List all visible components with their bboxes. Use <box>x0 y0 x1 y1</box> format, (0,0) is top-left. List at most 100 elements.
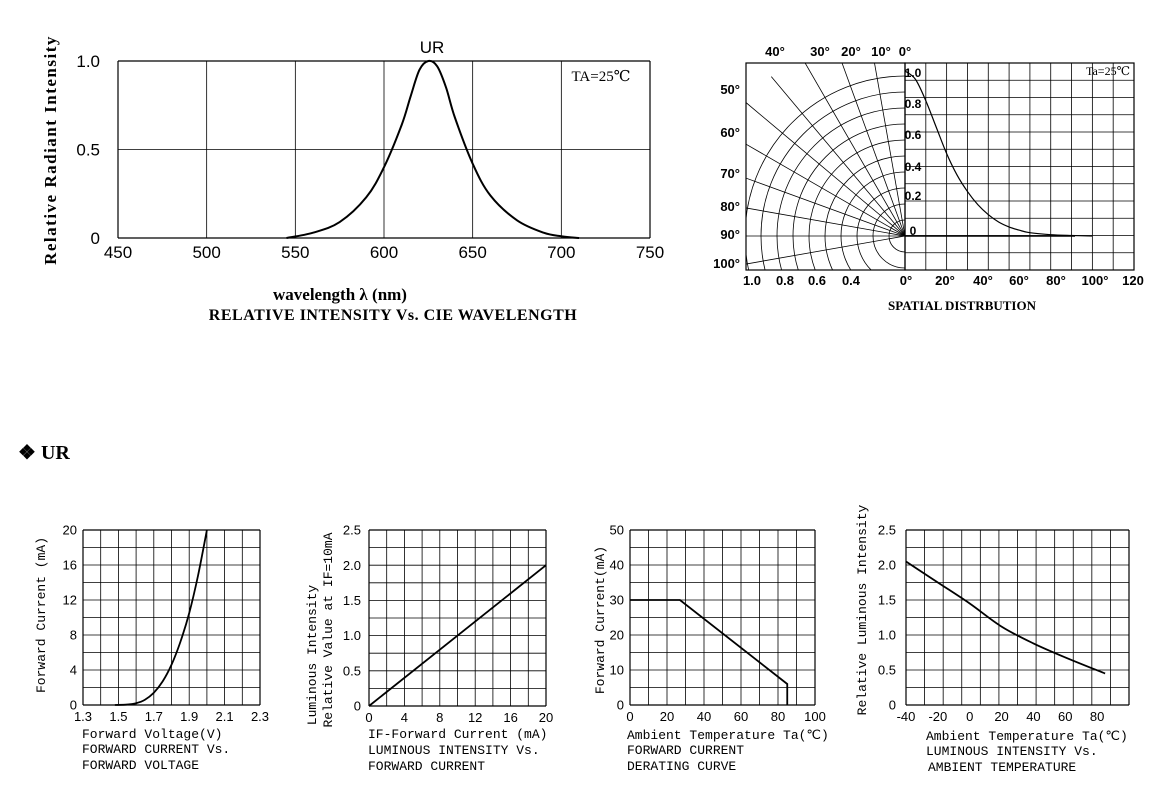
x-tick-label: 450 <box>104 243 132 262</box>
x-axis-label: Forward Voltage(V) <box>82 727 222 742</box>
x-tick-label: -20 <box>928 709 947 724</box>
y-tick-label: 1.0 <box>905 66 922 80</box>
y-tick-label: 2.0 <box>878 558 896 573</box>
y-tick-label: 1.5 <box>878 593 896 608</box>
ambient-label: TA=25℃ <box>571 69 630 85</box>
x-tick-label: 8 <box>436 710 443 725</box>
x-tick-label: 40° <box>973 273 993 288</box>
x-tick-label: 550 <box>281 243 309 262</box>
x-tick-label: 40 <box>1026 709 1040 724</box>
x-tick-label: -40 <box>897 709 916 724</box>
radial-label: 1.0 <box>743 273 761 288</box>
x-tick-label: 80 <box>1090 709 1104 724</box>
y-tick-label: 8 <box>70 628 77 643</box>
y-axis-label: Relative Luminous Intensity <box>855 504 870 715</box>
polar-spoke <box>770 76 905 237</box>
x-tick-label: 650 <box>458 243 486 262</box>
y-axis-label-2: Relative Value at IF=10mA <box>321 532 336 727</box>
y-tick-label: 0 <box>617 698 624 713</box>
temp-chart <box>905 529 1130 706</box>
polar-spoke <box>841 63 905 237</box>
y-axis-label: Forward Current(mA) <box>593 546 608 694</box>
chart-caption: RELATIVE INTENSITY Vs. CIE WAVELENGTH <box>209 307 577 324</box>
angle-label-left: 80° <box>720 199 740 214</box>
polar-spoke <box>746 235 905 265</box>
x-tick-label: 1.7 <box>145 709 163 724</box>
x-axis-label: IF-Forward Current (mA) <box>368 727 547 742</box>
y-tick-label: 40 <box>610 558 624 573</box>
section-label: UR <box>40 442 70 464</box>
angle-label-top: 0° <box>899 44 911 59</box>
y-tick-label: 2.0 <box>343 558 361 573</box>
chart-caption: FORWARD CURRENT Vs. <box>82 742 230 757</box>
chart-caption: LUMINOUS INTENSITY Vs. <box>926 744 1098 759</box>
spectrum-series-line <box>286 59 580 239</box>
y-tick-label: 1.0 <box>343 628 361 643</box>
y-tick-label: 30 <box>610 593 624 608</box>
temp-series-line <box>905 560 1106 675</box>
x-tick-label: 40 <box>697 709 711 724</box>
y-axis-label: Luminous Intensity <box>305 585 320 726</box>
y-tick-label: 1.5 <box>343 593 361 608</box>
diamond-icon: ❖ <box>18 442 36 464</box>
y-tick-label: 10 <box>610 663 624 678</box>
section-heading: ❖ UR <box>18 440 70 465</box>
y-tick-label: 0.6 <box>905 128 922 142</box>
x-tick-label: 2.3 <box>251 709 269 724</box>
y-tick-label: 0 <box>889 698 896 713</box>
chart-caption: FORWARD CURRENT <box>368 759 485 774</box>
x-tick-label: 0° <box>900 273 912 288</box>
angle-label-top: 30° <box>810 44 830 59</box>
y-tick-label: 0 <box>70 698 77 713</box>
x-tick-label: 0 <box>966 709 973 724</box>
angle-label-top: 20° <box>841 44 861 59</box>
x-tick-label: 600 <box>370 243 398 262</box>
angle-label-left: 60° <box>720 125 740 140</box>
angle-label-left: 100° <box>713 256 740 271</box>
polar-spoke <box>746 143 905 237</box>
y-axis-label: Relative Radiant Intensity <box>41 35 60 265</box>
y-tick-label: 2.5 <box>878 523 896 538</box>
iv-series-line <box>114 529 208 706</box>
spatial-series-line <box>904 70 1093 237</box>
y-tick-label: 4 <box>70 663 77 678</box>
y-tick-label: 1.0 <box>76 52 100 71</box>
iv-chart <box>82 529 261 706</box>
y-tick-label: 0 <box>910 224 917 238</box>
y-tick-label: 1.0 <box>878 628 896 643</box>
x-tick-label: 4 <box>401 710 408 725</box>
x-tick-label: 1.9 <box>180 709 198 724</box>
polar-spoke <box>874 63 905 237</box>
x-tick-label: 750 <box>636 243 664 262</box>
chart-caption: FORWARD VOLTAGE <box>82 758 199 773</box>
x-tick-label: 20 <box>539 710 553 725</box>
y-tick-label: 12 <box>63 593 77 608</box>
derating-chart <box>629 529 816 706</box>
x-tick-label: 12 <box>468 710 482 725</box>
y-tick-label: 16 <box>63 558 77 573</box>
ambient-label: Ta=25℃ <box>1086 64 1130 78</box>
x-axis-label: Ambient Temperature Ta(℃) <box>627 728 829 743</box>
series-label-ur: UR <box>420 38 445 57</box>
y-tick-label: 0 <box>91 229 100 248</box>
polar-spoke <box>746 177 905 237</box>
x-tick-label: 0 <box>365 710 372 725</box>
x-axis-label: Ambient Temperature Ta(℃) <box>926 729 1128 744</box>
x-tick-label: 16 <box>503 710 517 725</box>
chart-caption: AMBIENT TEMPERATURE <box>928 760 1076 775</box>
liv-chart <box>368 529 547 707</box>
x-tick-label: 120 <box>1122 273 1144 288</box>
y-axis-label: Forward Current (mA) <box>34 537 49 693</box>
polar-spoke <box>804 63 905 237</box>
chart-caption: DERATING CURVE <box>627 759 736 774</box>
x-tick-label: 0 <box>626 709 633 724</box>
chart-caption: LUMINOUS INTENSITY Vs. <box>368 743 540 758</box>
y-tick-label: 2.5 <box>343 523 361 538</box>
x-tick-label: 1.3 <box>74 709 92 724</box>
x-tick-label: 2.1 <box>216 709 234 724</box>
x-tick-label: 20 <box>660 709 674 724</box>
chart-caption: SPATIAL DISTRBUTION <box>888 298 1037 313</box>
chart-caption: FORWARD CURRENT <box>627 743 744 758</box>
x-tick-label: 100° <box>1082 273 1109 288</box>
